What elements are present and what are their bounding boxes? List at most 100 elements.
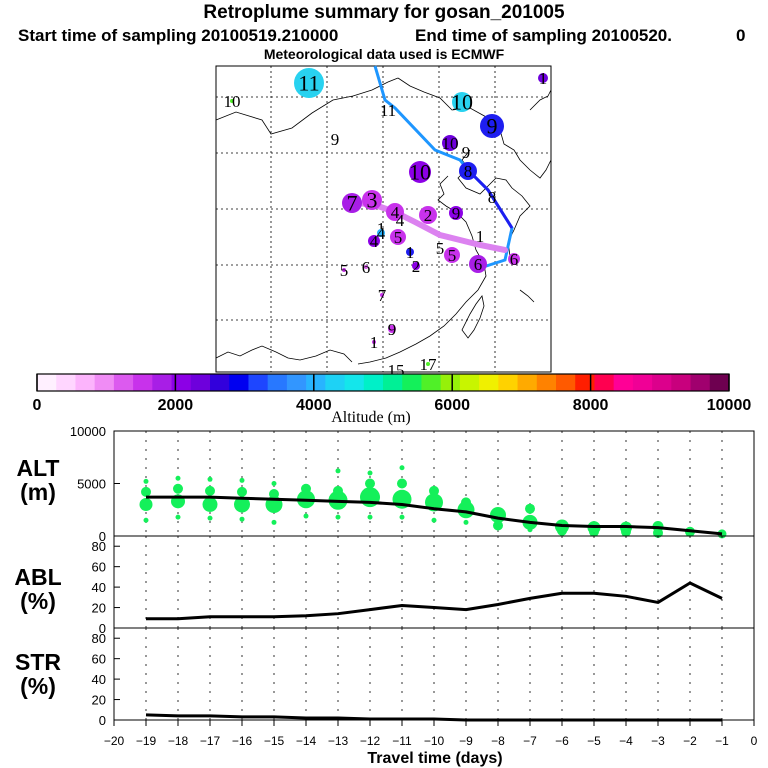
- colorbar-swatch-19: [402, 374, 422, 391]
- colorbar-swatch-2: [75, 374, 96, 391]
- map-label-16: 4: [370, 232, 379, 251]
- alt-ytick-0: 0: [99, 529, 106, 544]
- map-label-0: 11: [298, 71, 319, 96]
- colorbar-tick-3: 6000: [434, 397, 470, 414]
- map-marker-9: [409, 161, 431, 183]
- map-label-25: 6: [362, 258, 371, 277]
- colorbar-swatch-16: [344, 374, 365, 391]
- alt-scatter-3-0: [234, 496, 250, 513]
- xtick-17: −3: [651, 734, 665, 748]
- abl-ytick-1: 20: [92, 601, 106, 616]
- colorbar-swatch-32: [652, 374, 672, 391]
- map-label-28: 6: [510, 250, 519, 269]
- map-label-24: 5: [340, 261, 349, 280]
- alt-scatter-11-1: [493, 520, 503, 531]
- map-marker-20: [390, 229, 406, 245]
- map-label-31: 9: [388, 320, 397, 339]
- alt-scatter-6-3: [335, 514, 341, 520]
- map-label-12: 3: [367, 188, 378, 213]
- str-ytick-2: 40: [92, 672, 106, 687]
- border-line-south: [215, 345, 353, 363]
- map-marker-13: [386, 203, 404, 221]
- map-marker-19: [377, 229, 385, 237]
- alt-series-line: [146, 495, 723, 536]
- abl-panel-label: ABL (%): [0, 565, 76, 613]
- map-label-10: 8: [464, 162, 473, 181]
- colorbar-swatch-1: [56, 374, 76, 391]
- colorbar-swatch-5: [133, 374, 153, 391]
- xtick-8: −12: [360, 734, 381, 748]
- colorbar-swatch-18: [383, 374, 403, 391]
- abl-label-line1: ABL: [14, 564, 62, 590]
- alt-scatter-13-1: [557, 525, 567, 536]
- alt-scatter-1-3: [175, 514, 181, 520]
- str-ytick-0: 0: [99, 713, 106, 728]
- str-label-line1: STR: [15, 649, 61, 675]
- colorbar-swatch-11: [248, 374, 269, 391]
- alt-scatter-8-2: [399, 514, 405, 520]
- map-marker-4: [480, 114, 504, 138]
- coastline-china: [357, 175, 487, 365]
- map-marker-30: [380, 293, 384, 297]
- str-ytick-1: 20: [92, 693, 106, 708]
- alt-scatter-3-2: [239, 477, 245, 483]
- colorbar-swatch-24: [498, 374, 519, 391]
- map-label-30: 7: [378, 286, 387, 305]
- map-label-5: 9: [331, 130, 340, 149]
- map-label-27: 6: [474, 255, 483, 274]
- map-marker-0: [294, 68, 324, 98]
- colorbar-tick-1: 2000: [158, 397, 194, 414]
- map-marker-1: [452, 92, 472, 112]
- colorbar-swatch-29: [594, 374, 615, 391]
- colorbar-swatch-27: [556, 374, 576, 391]
- str-panel-label: STR (%): [0, 650, 76, 698]
- colorbar-swatch-31: [632, 374, 653, 391]
- map-marker-16: [368, 235, 380, 247]
- colorbar-swatch-6: [152, 374, 173, 391]
- alt-scatter-9-2: [431, 517, 437, 523]
- map-label-23: 2: [412, 257, 421, 276]
- colorbar-swatch-33: [671, 374, 692, 391]
- xtick-2: −18: [168, 734, 189, 748]
- coastline-japan: [529, 89, 552, 111]
- alt-scatter-5-1: [301, 483, 311, 494]
- xtick-6: −14: [296, 734, 317, 748]
- map-label-7: 10: [442, 134, 459, 153]
- colorbar-swatch-0: [37, 374, 57, 391]
- colorbar-tick-2: 4000: [296, 397, 332, 414]
- colorbar-swatch-23: [479, 374, 499, 391]
- xtick-4: −16: [232, 734, 253, 748]
- abl-label-line2: (%): [20, 588, 56, 614]
- colorbar-swatch-30: [613, 374, 634, 391]
- map-marker-14: [419, 206, 437, 224]
- colorbar-swatch-10: [229, 374, 249, 391]
- alt-scatter-3-1: [237, 486, 247, 497]
- map-label-35: 1: [476, 227, 485, 246]
- colorbar-swatch-21: [440, 374, 461, 391]
- x-axis-label: Travel time (days): [367, 750, 502, 767]
- map-marker-2: [230, 99, 234, 103]
- colorbar-swatch-8: [190, 374, 211, 391]
- map-label-20: 5: [394, 228, 403, 247]
- str-ytick-3: 60: [92, 652, 106, 667]
- alt-scatter-0-3: [143, 517, 149, 523]
- alt-scatter-12-2: [527, 527, 533, 533]
- alt-scatter-7-1: [365, 478, 375, 489]
- map-label-17: 7: [347, 191, 358, 216]
- colorbar-swatch-34: [690, 374, 711, 391]
- end-time-extra: 0: [736, 26, 746, 45]
- colorbar-swatch-4: [113, 374, 134, 391]
- map-label-6: 11: [380, 101, 396, 120]
- alt-scatter-4-2: [271, 481, 277, 486]
- end-time-text: End time of sampling 20100520.: [415, 26, 672, 45]
- xtick-12: −8: [491, 734, 505, 748]
- map-label-32: 1: [370, 333, 379, 352]
- map-marker-15: [449, 206, 463, 220]
- map-grid: [216, 66, 551, 372]
- map-marker-23: [412, 262, 420, 270]
- border-line-north: [215, 77, 399, 135]
- colorbar-tick-5: 10000: [707, 397, 752, 414]
- xtick-18: −2: [683, 734, 697, 748]
